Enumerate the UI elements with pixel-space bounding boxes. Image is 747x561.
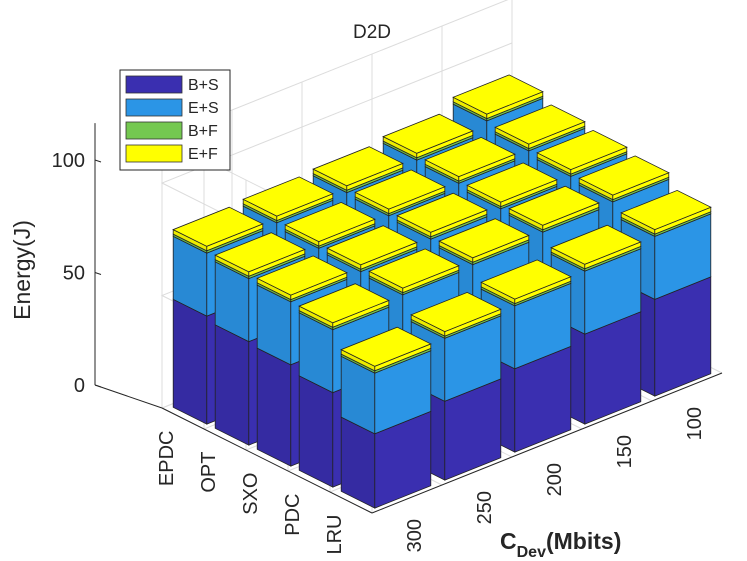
scheme-axis-line: [161, 407, 373, 514]
bars-layer: [172, 74, 712, 509]
bar-top: [172, 206, 264, 247]
bar-top: [466, 162, 558, 203]
bar-top: [214, 232, 306, 273]
bar-top: [298, 283, 390, 324]
bar-top: [578, 155, 670, 196]
legend: B+S E+S B+F E+F: [119, 69, 231, 171]
bar-top: [620, 189, 712, 231]
z-axis-label: Energy(J): [9, 220, 35, 320]
z-tick-label: 100: [52, 150, 85, 172]
capacity-tick-label: 150: [614, 435, 636, 468]
axis-edge: [94, 384, 163, 409]
y-axis-label-main: C: [500, 528, 517, 554]
bar-top: [452, 74, 544, 115]
y-axis-label: CDev(Mbits): [500, 528, 621, 561]
scheme-tick-label: LRU: [324, 515, 346, 555]
bar-segment-left-B+S: [172, 298, 208, 425]
z-tick-label: 0: [74, 375, 85, 397]
legend-label: B+F: [188, 123, 218, 140]
capacity-axis-line: [371, 372, 723, 514]
scheme-tick-label: EPDC: [156, 431, 178, 487]
scheme-tick-label: PDC: [282, 494, 304, 536]
chart-title: D2D: [353, 22, 391, 43]
bar-segment-left-B+S: [214, 324, 250, 446]
bar-top: [284, 201, 376, 243]
capacity-tick-label: 200: [544, 463, 566, 496]
bar-top: [550, 224, 642, 265]
bar-top: [382, 113, 474, 154]
bar-top: [368, 248, 460, 289]
bar-top: [354, 169, 446, 210]
legend-label: E+F: [188, 146, 218, 163]
axes-layer: 0 50 100 EPDC OPT SXO PDC LRU 300 250 200 150 100: [52, 123, 723, 555]
legend-swatch: [125, 144, 183, 163]
legend-swatch: [125, 98, 183, 117]
bar-top: [410, 291, 502, 333]
bar-segment-left-B+S: [256, 347, 292, 467]
capacity-tick-label: 300: [404, 519, 426, 552]
legend-swatch: [125, 121, 183, 140]
scheme-tick-label: OPT: [198, 452, 220, 493]
bar-top: [256, 255, 348, 296]
y-axis-label-sub: Dev: [517, 544, 546, 561]
bar-segment-left-B+S: [298, 375, 334, 488]
legend-label: B+S: [188, 77, 219, 94]
bar-top: [242, 176, 334, 217]
bar-top: [312, 146, 404, 187]
z-tick-label: 50: [63, 263, 85, 285]
capacity-tick-label: 100: [684, 407, 706, 440]
bar-top: [438, 218, 530, 259]
legend-label: E+S: [188, 100, 219, 117]
bar-top: [508, 185, 600, 226]
bar-top: [340, 326, 432, 367]
scheme-tick-label: SXO: [240, 473, 262, 515]
z-tick-mark: [94, 272, 102, 275]
bar-stack: [340, 326, 432, 509]
bar-top: [480, 259, 572, 300]
bar-top: [396, 192, 488, 233]
y-axis-label-unit: (Mbits): [546, 528, 621, 554]
legend-swatch: [125, 75, 183, 94]
bar-top: [424, 136, 516, 178]
bar-top: [326, 225, 418, 266]
z-tick-mark: [94, 159, 102, 163]
bar-top: [494, 104, 586, 145]
bar-top: [536, 129, 628, 171]
capacity-tick-label: 250: [474, 491, 496, 524]
